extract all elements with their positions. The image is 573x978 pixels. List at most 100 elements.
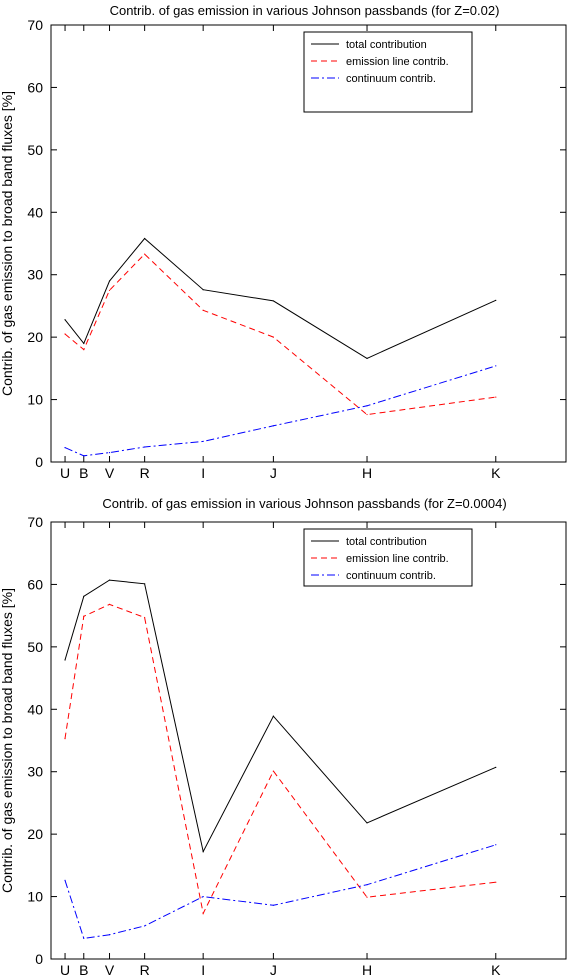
- plot-frame: [50, 521, 567, 960]
- x-tick-label-B: B: [79, 465, 88, 481]
- x-tick-label-R: R: [140, 962, 150, 978]
- legend-label-3: continuum contrib.: [346, 570, 436, 582]
- series-line-1: [64, 237, 497, 359]
- data-point: [366, 884, 368, 886]
- data-point: [202, 440, 204, 442]
- data-point: [272, 336, 274, 338]
- data-point: [83, 342, 85, 344]
- data-point: [83, 455, 85, 457]
- data-point: [108, 452, 111, 454]
- chart-title: Contrib. of gas emission in various John…: [110, 3, 500, 18]
- data-point: [144, 237, 146, 240]
- legend-box: [303, 31, 473, 113]
- data-point: [83, 937, 85, 939]
- series-line-2: [64, 603, 496, 915]
- data-point: [272, 715, 274, 717]
- data-point: [366, 822, 368, 824]
- data-point: [108, 934, 111, 936]
- x-tick-label-R: R: [140, 465, 150, 481]
- data-point: [64, 447, 66, 449]
- data-point: [83, 595, 85, 597]
- y-tick-label: 50: [27, 142, 43, 158]
- plot-frame: [50, 24, 567, 463]
- x-tick-label-K: K: [491, 465, 501, 481]
- data-point: [108, 579, 111, 581]
- legend: total contribution emission line contrib.…: [303, 528, 473, 587]
- x-tick-label-U: U: [60, 465, 70, 481]
- x-tick-label-U: U: [60, 962, 70, 978]
- data-point: [202, 912, 204, 915]
- data-point: [64, 879, 66, 881]
- chart-panel-1: Contrib. of gas emission in various John…: [0, 3, 567, 481]
- data-point: [202, 851, 204, 853]
- y-axis-label: Contrib. of gas emission to broad band f…: [0, 588, 15, 893]
- x-tick-label-B: B: [79, 962, 88, 978]
- y-tick-label: 60: [27, 576, 43, 592]
- y-tick-label: 70: [27, 17, 43, 33]
- data-point: [83, 615, 85, 617]
- data-point: [144, 446, 146, 448]
- data-point: [83, 349, 85, 351]
- series-line-2: [64, 253, 496, 416]
- y-tick-label: 30: [27, 764, 43, 780]
- y-tick-label: 20: [27, 329, 43, 345]
- data-point: [366, 896, 368, 898]
- data-point: [366, 413, 368, 416]
- y-tick-label: 70: [27, 514, 43, 530]
- chart-title: Contrib. of gas emission in various John…: [102, 496, 506, 511]
- data-point: [366, 405, 368, 407]
- data-point: [495, 844, 497, 846]
- data-point: [272, 300, 274, 302]
- series-line-1: [64, 579, 496, 854]
- x-tick-label-V: V: [105, 465, 115, 481]
- data-point: [272, 904, 274, 906]
- data-point: [202, 895, 204, 898]
- legend: total contribution emission line contrib.…: [303, 31, 473, 113]
- y-tick-label: 0: [35, 951, 43, 967]
- y-axis-label: Contrib. of gas emission to broad band f…: [0, 91, 15, 396]
- data-point: [272, 425, 274, 427]
- data-point: [272, 770, 274, 772]
- data-point: [144, 616, 146, 619]
- x-tick-label-K: K: [491, 962, 501, 978]
- data-point: [144, 583, 146, 585]
- data-point: [202, 309, 204, 311]
- legend-label-2: emission line contrib.: [346, 56, 449, 68]
- x-tick-label-V: V: [105, 962, 115, 978]
- y-tick-label: 60: [27, 79, 43, 95]
- data-point: [495, 396, 497, 398]
- data-point: [108, 280, 111, 282]
- x-tick-label-H: H: [362, 962, 372, 978]
- x-tick-label-H: H: [362, 465, 372, 481]
- data-point: [495, 766, 497, 768]
- y-tick-label: 40: [27, 204, 43, 220]
- data-point: [64, 319, 66, 321]
- data-point: [64, 738, 66, 740]
- y-tick-label: 40: [27, 701, 43, 717]
- data-point: [202, 289, 204, 291]
- series-line-3: [64, 365, 496, 457]
- legend-label-1: total contribution: [346, 536, 427, 548]
- data-point: [108, 603, 111, 606]
- series-line-3: [64, 844, 496, 939]
- x-tick-label-J: J: [270, 465, 277, 481]
- y-tick-label: 20: [27, 826, 43, 842]
- data-point: [495, 881, 497, 883]
- y-tick-label: 10: [27, 889, 43, 905]
- x-tick-label-I: I: [201, 465, 205, 481]
- y-tick-label: 0: [35, 454, 43, 470]
- data-point: [366, 357, 368, 359]
- y-tick-label: 50: [27, 639, 43, 655]
- data-point: [64, 659, 66, 661]
- x-tick-label-J: J: [270, 962, 277, 978]
- data-point: [64, 333, 66, 335]
- data-point: [144, 925, 146, 927]
- x-tick-label-I: I: [201, 962, 205, 978]
- data-point: [495, 299, 497, 301]
- legend-label-3: continuum contrib.: [346, 73, 436, 85]
- legend-label-1: total contribution: [346, 39, 427, 51]
- chart-panel-2: Contrib. of gas emission in various John…: [0, 496, 567, 978]
- data-point: [495, 365, 497, 367]
- data-point: [108, 289, 111, 291]
